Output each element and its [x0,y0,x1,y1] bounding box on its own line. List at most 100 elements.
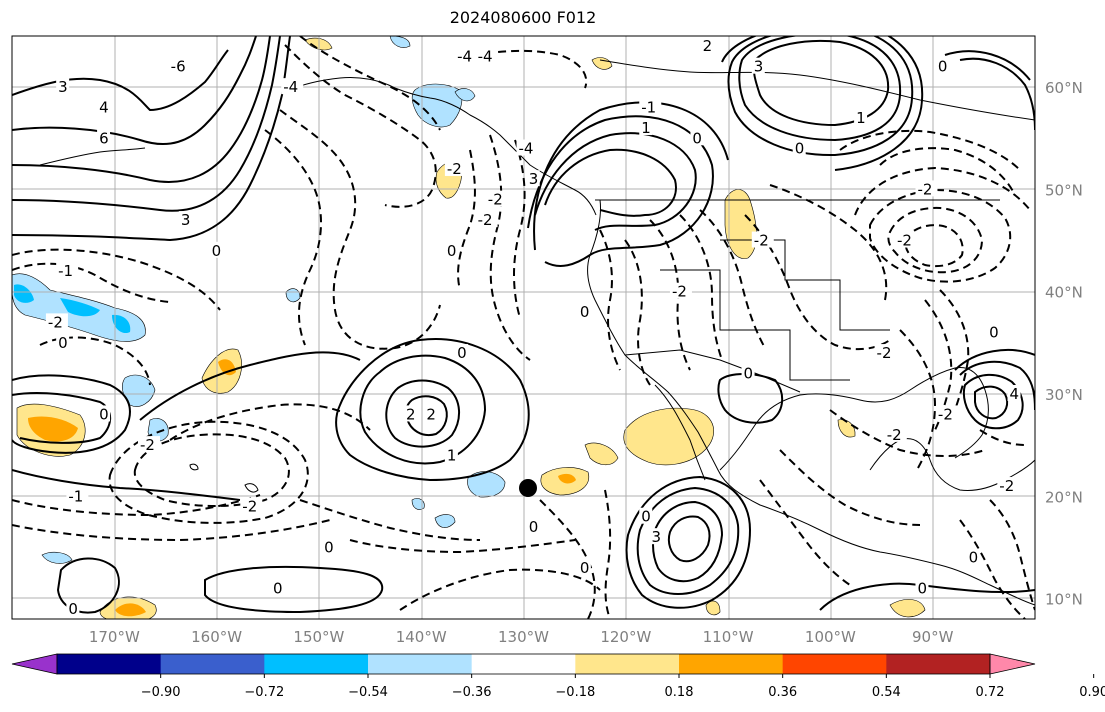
contour-label-bg [649,528,663,545]
contour-label: -2 [242,497,257,515]
colorbar-label: −0.54 [348,685,388,700]
graticule [12,36,1035,619]
contour-label: 0 [641,508,651,526]
colorbar-label: 0.36 [768,685,797,700]
lat-tick-label: 20°N [1045,488,1083,506]
contour-label-bg [424,405,438,422]
contour-label: 2 [703,37,713,55]
contour-label: 0 [744,365,754,383]
contour-label: 3 [754,58,764,76]
contour-label: 0 [692,129,702,147]
colorbar-label: 0.72 [976,685,1005,700]
contour-label-bg [639,507,653,524]
colorbar-label: 0.54 [872,685,901,700]
colorbar-label: 0.90 [1079,685,1105,700]
colorbar-segment [57,654,162,674]
contour-label-bg [97,405,111,422]
lat-tick-label: 60°N [1045,79,1083,97]
contour-label-bg [639,98,662,115]
colorbar-extend-low [11,653,58,675]
contour-label-bg [854,108,868,125]
contour-label-bg [56,78,70,95]
contour-label-bg [56,262,79,279]
contour-label-bg [1007,384,1021,401]
colorbar-segment [575,654,680,674]
contour-label: 0 [580,303,590,321]
colorbar-label: −0.90 [141,685,181,700]
lon-tick-label: 140°W [396,628,447,646]
lat-tick-label: 50°N [1045,181,1083,199]
contour-label-bg [66,599,80,616]
contour-label: 0 [917,579,927,597]
contour-label: 0 [989,324,999,342]
contour-label: -2 [917,180,932,198]
contour-label: -2 [999,477,1014,495]
contour-label: 3 [529,170,539,188]
lon-tick-label: 150°W [293,628,344,646]
colorbar-segment [368,654,473,674]
contour-label-bg [137,436,160,453]
contour-label: 3 [181,211,191,229]
contour-label: -2 [447,160,462,178]
contour-label-bg [895,231,918,248]
contour-label: 3 [58,78,68,96]
contour-label-bg [444,159,467,176]
contour-label-bg [915,579,929,596]
longitude-axis: 170°W 160°W 150°W 140°W 130°W 120°W 110°W 100°W… [89,628,954,646]
colorbar-label: 0.18 [665,685,694,700]
lon-tick-label: 110°W [703,628,754,646]
contour-label: -2 [887,426,902,444]
contour-label-bg [475,47,498,64]
contour-label-bg [485,190,508,207]
contour-label: -6 [171,58,186,76]
contour-label: -2 [478,211,493,229]
contour-label-bg [751,231,774,248]
colorbar-label: −0.36 [452,685,492,700]
colorbar-segment [782,654,887,674]
contour-label-bg [935,57,949,74]
contour-label-bg [178,211,192,228]
location-marker [519,479,537,497]
contour-label-bg [874,344,897,361]
contour-label: 0 [580,559,590,577]
coastlines [39,59,1035,606]
contour-label: 3 [651,528,661,546]
colorbar-segment [264,654,369,674]
contour-label: 0 [324,538,334,556]
contour-label-bg [741,364,755,381]
contour-label-bg [45,313,68,330]
contour-label-bg [475,211,498,228]
contour-label-bg [403,405,417,422]
lat-tick-label: 30°N [1045,386,1083,404]
map-title: 2024080600 F012 [449,8,597,27]
contour-label-bg [444,241,458,258]
colorbar-extend-high [989,653,1036,675]
latitude-axis: 60°N 50°N 40°N 30°N 20°N 10°N [1045,79,1083,608]
contour-label-bg [270,579,284,596]
contour-label: -2 [897,232,912,250]
contour-label: 0 [457,344,467,362]
contour-label: -1 [58,262,73,280]
contour-label: -2 [48,313,63,331]
contour-label: -2 [488,191,503,209]
contour-label: -4 [519,140,534,158]
contour-label: 0 [58,334,68,352]
contour-label-bg [516,139,539,156]
contour-label: 1 [641,119,651,137]
contour-label-bg [168,57,191,74]
contour-label: 0 [273,579,283,597]
contour-label-bg [240,497,263,514]
contour-label-bg [526,517,540,534]
contour-label: 1 [856,109,866,127]
lon-tick-label: 170°W [89,628,140,646]
colorbar-segment [886,654,991,674]
contour-label-bg [639,119,653,136]
contour-label-bg [700,37,714,54]
contour-label: 0 [969,549,979,567]
contour-label-bg [322,538,336,555]
colorbar-segment [679,654,784,674]
contour-label: -2 [140,436,155,454]
contour-label: 0 [68,600,78,618]
contour-label: -4 [478,47,493,65]
